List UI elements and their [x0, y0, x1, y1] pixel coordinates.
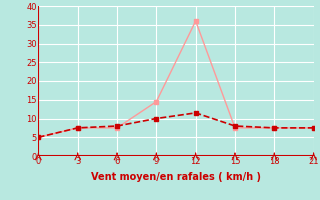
X-axis label: Vent moyen/en rafales ( km/h ): Vent moyen/en rafales ( km/h )	[91, 172, 261, 182]
